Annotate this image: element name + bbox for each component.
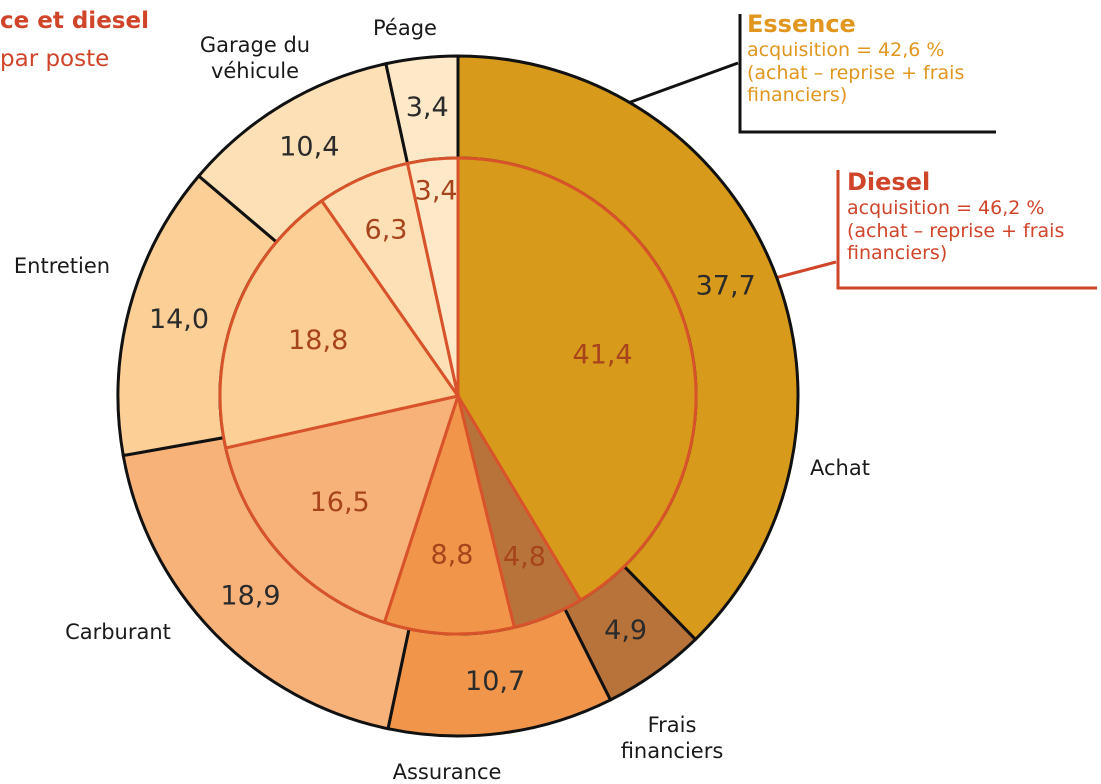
data-label: 6,3 <box>365 215 408 246</box>
data-label: 16,5 <box>310 487 370 518</box>
data-label: 3,4 <box>406 92 449 123</box>
category-label: Achat <box>810 455 870 480</box>
annotation-text: (achat – reprise + frais financiers) <box>747 61 965 107</box>
leader-line <box>627 61 739 105</box>
annotation-border <box>836 170 1097 290</box>
annotation-text: acquisition = 46,2 % <box>847 196 1045 219</box>
annotation-title: Essence <box>747 10 856 38</box>
category-label: Carburant <box>65 619 171 644</box>
annotation: Diesel acquisition = 46,2 % (achat – rep… <box>847 168 1101 265</box>
data-label: 18,9 <box>220 581 280 612</box>
data-label: 4,8 <box>503 541 546 572</box>
chart-title: ce et diesel <box>0 8 149 34</box>
category-label: Péage <box>373 15 437 40</box>
data-label: 10,7 <box>465 666 525 697</box>
annotation-text: acquisition = 42,6 % <box>747 38 945 61</box>
annotation-title: Diesel <box>847 168 931 196</box>
pie-slice <box>382 390 517 636</box>
data-label: 10,4 <box>279 132 339 163</box>
annotation-text: (achat – reprise + frais financiers) <box>847 219 1065 265</box>
data-label: 37,7 <box>696 271 756 302</box>
data-label: 41,4 <box>572 339 632 370</box>
data-label: 14,0 <box>149 304 209 335</box>
data-label: 3,4 <box>415 176 458 207</box>
data-label: 8,8 <box>430 539 473 570</box>
pie-slice <box>405 156 460 397</box>
data-label: 4,9 <box>604 615 647 646</box>
category-label: Entretien <box>13 253 111 278</box>
annotation-border <box>738 14 996 134</box>
pie-slice <box>223 393 461 625</box>
pie-slice <box>218 198 461 450</box>
annotation: Essence acquisition = 42,6 % (achat – re… <box>747 10 1002 107</box>
chart-subtitle: par poste <box>0 46 110 72</box>
category-label: Assurance <box>392 759 502 784</box>
data-label: 18,8 <box>288 325 348 356</box>
category-label: Frais financiers <box>620 712 724 763</box>
category-label: Garage du véhicule <box>199 32 311 83</box>
pie-slice <box>456 156 698 603</box>
